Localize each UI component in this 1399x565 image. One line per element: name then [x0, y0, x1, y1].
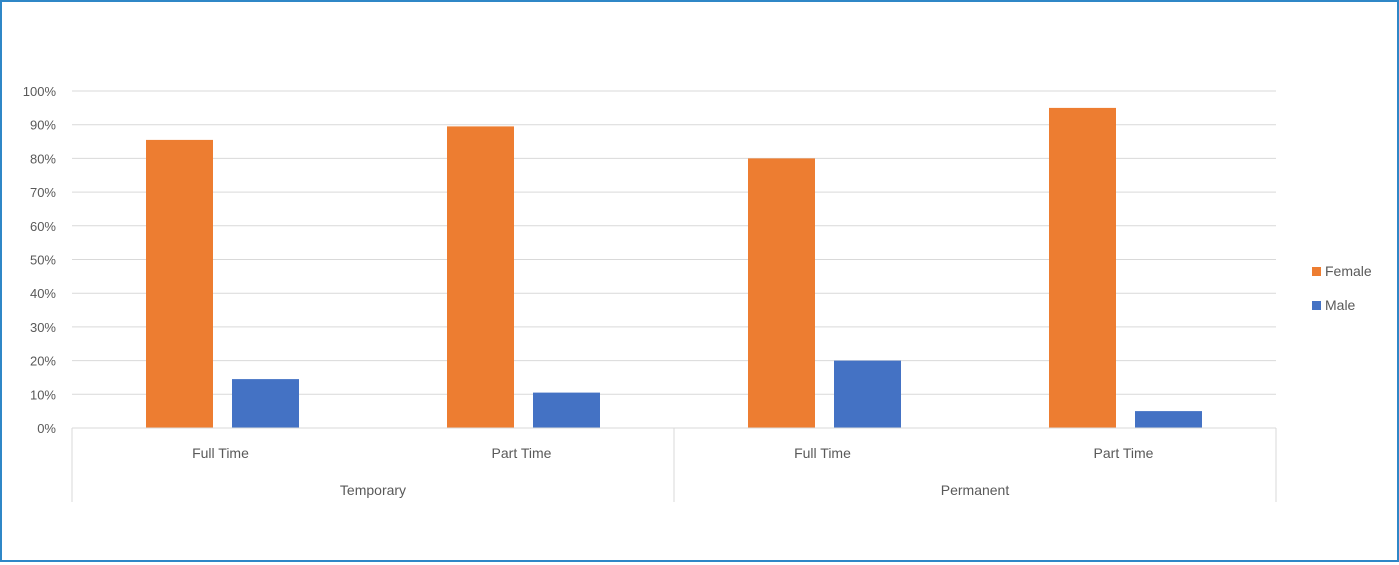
bar-female	[1049, 107, 1116, 429]
bar-male	[232, 379, 299, 428]
bar-female	[748, 158, 815, 428]
legend-label-male: Male	[1325, 297, 1356, 313]
y-tick-label: 30%	[30, 320, 56, 335]
x-category-label: Full Time	[794, 445, 851, 461]
x-category-label: Part Time	[492, 445, 552, 461]
y-tick-label: 10%	[30, 387, 56, 402]
bar-female	[146, 139, 213, 428]
y-tick-label: 90%	[30, 118, 56, 133]
x-group-label: Temporary	[340, 482, 406, 498]
x-category-label: Part Time	[1094, 445, 1154, 461]
y-tick-label: 60%	[30, 219, 56, 234]
x-category-label: Full Time	[192, 445, 249, 461]
bar-male	[533, 392, 600, 428]
y-tick-label: 40%	[30, 286, 56, 301]
x-group-label: Permanent	[941, 482, 1010, 498]
y-tick-label: 0%	[37, 421, 56, 436]
y-axis-ticks: 0% 10% 20% 30% 40% 50% 60% 70% 80% 90% 100%	[23, 84, 57, 436]
x-axis-labels: Full Time Part Time Full Time Part Time Temp…	[192, 445, 1154, 498]
y-tick-label: 80%	[30, 151, 56, 166]
bar-female	[447, 126, 514, 429]
y-tick-label: 20%	[30, 354, 56, 369]
x-axis	[71, 427, 1277, 502]
legend-swatch-male	[1312, 301, 1321, 310]
y-tick-label: 50%	[30, 253, 56, 268]
bar-male	[834, 360, 901, 428]
bars	[146, 107, 1202, 429]
bar-male	[1135, 411, 1202, 428]
legend-swatch-female	[1312, 267, 1321, 276]
legend: Female Male	[1312, 263, 1372, 313]
y-tick-label: 70%	[30, 185, 56, 200]
gridlines	[72, 90, 1276, 395]
legend-label-female: Female	[1325, 263, 1372, 279]
y-tick-label: 100%	[23, 84, 57, 99]
